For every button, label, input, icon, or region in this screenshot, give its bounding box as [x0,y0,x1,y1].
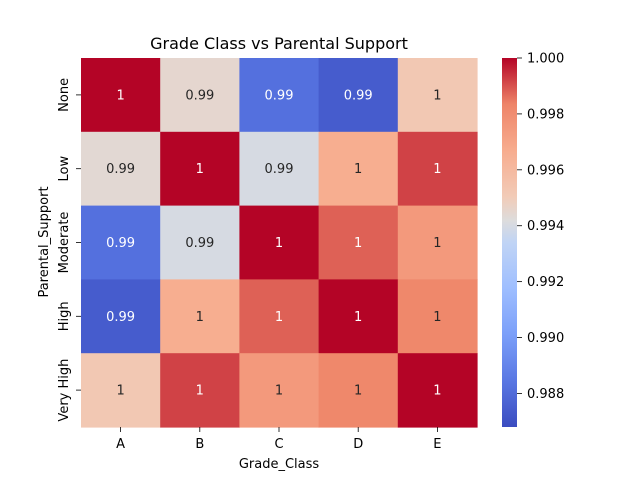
x-tick-label: C [274,437,283,452]
cell-label: 0.99 [265,162,294,177]
x-tick-label: B [195,437,204,452]
colorbar-tick-label: 0.990 [527,331,564,346]
heatmap-cell [318,353,399,428]
colorbar-tick-label: 0.998 [527,107,564,122]
y-tick-label: Moderate [57,212,72,274]
heatmap-cell [160,131,240,207]
heatmap-cell [239,205,320,280]
heatmap-cell [81,205,161,280]
cell-label: 1 [196,384,204,399]
heatmap-cells: 1 0.99 0.99 0.99 1 0.99 1 0.99 1 1 0.99 0.99 1 1 1 0.99… [81,58,478,428]
heatmap-cell [318,131,399,207]
cell-label: 1 [433,88,441,103]
cell-label: 0.99 [106,162,135,177]
cell-label: 0.99 [185,88,214,103]
heatmap-cell [397,279,478,354]
colorbar-tick-label: 0.994 [527,219,564,234]
heatmap-cell [397,58,478,133]
y-tick-label: Low [57,156,72,182]
colorbar-tick-label: 0.988 [527,387,564,402]
cell-label: 0.99 [344,88,373,103]
y-axis-ticks: None Low Moderate High Very High [57,78,81,422]
colorbar-tick-label: 0.992 [527,275,564,290]
cell-label: 1 [433,384,441,399]
cell-label: 1 [275,310,283,325]
cell-label: 1 [354,162,362,177]
y-tick-label: High [57,301,72,331]
heatmap-cell [318,279,399,354]
x-tick-label: E [433,437,441,452]
heatmap-cell [397,131,478,207]
heatmap-cell [81,353,161,428]
heatmap-cell [318,58,399,133]
cell-label: 1 [196,310,204,325]
x-tick-label: D [353,437,363,452]
cell-label: 1 [116,384,124,399]
cell-label: 0.99 [265,88,294,103]
cell-label: 0.99 [106,310,135,325]
cell-label: 1 [116,88,124,103]
cell-label: 1 [354,384,362,399]
cell-label: 1 [433,162,441,177]
x-tick-label: A [116,437,125,452]
heatmap-cell [160,205,240,280]
heatmap-cell [239,279,320,354]
heatmap-cell [397,205,478,280]
cell-label: 1 [196,162,204,177]
heatmap-cell [81,279,161,354]
heatmap-cell [160,353,240,428]
x-axis-label: Grade_Class [239,457,320,472]
heatmap-cell [81,131,161,207]
cell-label: 1 [433,310,441,325]
heatmap-cell [239,353,320,428]
heatmap-cell [160,58,240,133]
heatmap-cell [318,205,399,280]
heatmap-cell [397,353,478,428]
y-axis-label: Parental_Support [37,186,52,297]
colorbar [502,58,517,427]
cell-label: 1 [433,236,441,251]
cell-label: 0.99 [106,236,135,251]
chart-title: Grade Class vs Parental Support [150,34,408,53]
y-tick-label: Very High [57,359,72,422]
heatmap-cell [160,279,240,354]
colorbar-tick-label: 1.000 [527,52,564,67]
cell-label: 1 [275,384,283,399]
colorbar-ticks: 0.988 0.990 0.992 0.994 0.996 0.998 1.000 [517,52,564,402]
cell-label: 1 [354,310,362,325]
cell-label: 0.99 [185,236,214,251]
heatmap-cell [81,58,161,133]
cell-label: 1 [275,236,283,251]
y-tick-label: None [57,78,72,112]
cell-label: 1 [354,236,362,251]
x-axis-ticks: A B C D E [116,427,442,452]
heatmap-cell [239,131,320,207]
heatmap-cell [239,58,320,133]
colorbar-tick-label: 0.996 [527,163,564,178]
